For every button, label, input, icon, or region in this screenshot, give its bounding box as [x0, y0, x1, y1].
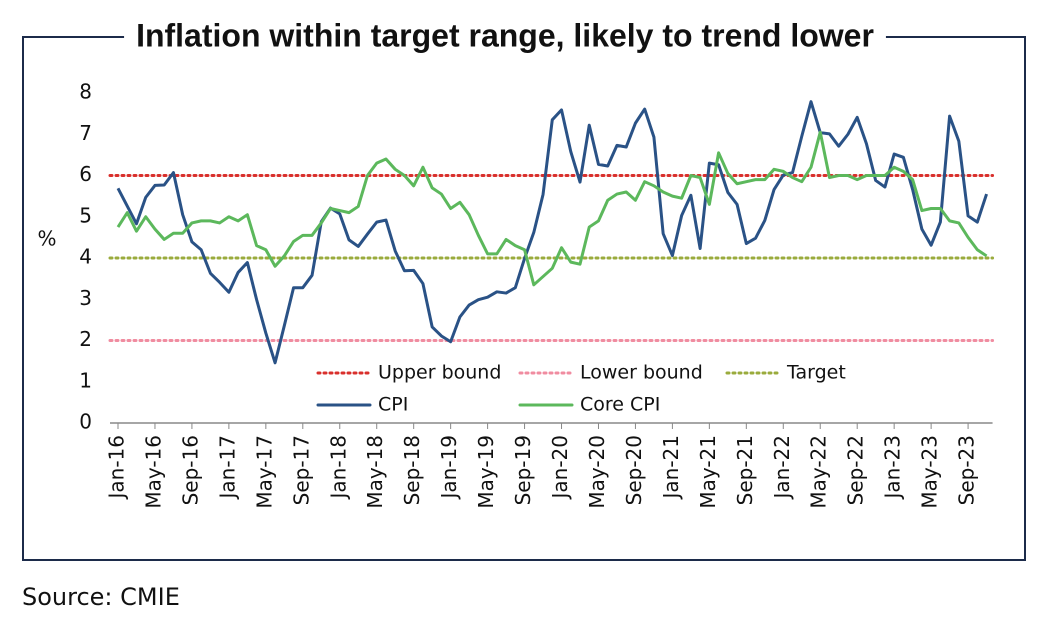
y-tick-label: 6 [79, 162, 92, 186]
data-line [116, 130, 988, 287]
x-tick-label: Jan-23 [881, 435, 905, 501]
x-tick-label: May-17 [252, 435, 276, 509]
x-tick-label: Jan-16 [105, 435, 129, 501]
x-tick-label: Jan-21 [659, 435, 683, 501]
y-tick-label: 4 [79, 245, 92, 269]
x-tick-label: May-22 [807, 435, 831, 509]
x-tick-label: Jan-17 [215, 435, 239, 501]
y-tick-label: 3 [79, 286, 92, 310]
source-note: Source: CMIE [22, 583, 180, 611]
x-tick-label: May-21 [696, 435, 720, 509]
x-tick-label: Jan-19 [437, 435, 461, 501]
y-tick-label: 5 [79, 203, 92, 227]
y-tick-label: 1 [79, 368, 92, 392]
x-tick-label: May-18 [363, 435, 387, 509]
x-tick-label: Sep-22 [844, 435, 868, 505]
x-tick-label: Sep-19 [511, 435, 535, 505]
x-tick-label: May-20 [585, 435, 609, 509]
x-tick-label: May-23 [918, 435, 942, 509]
legend-label: Upper bound [378, 362, 501, 384]
legend-label: Lower bound [580, 362, 703, 384]
y-axis-label: % [37, 227, 56, 251]
x-tick-label: Sep-21 [733, 435, 757, 505]
x-tick-label: Sep-16 [178, 435, 202, 505]
data-line [116, 100, 988, 365]
x-tick-label: May-19 [474, 435, 498, 509]
x-tick-label: Sep-23 [955, 435, 979, 505]
x-tick-label: Sep-20 [622, 435, 646, 505]
y-tick-label: 2 [79, 327, 92, 351]
x-tick-label: Jan-18 [326, 435, 350, 501]
x-tick-label: Jan-20 [548, 435, 572, 501]
x-tick-label: Sep-18 [400, 435, 424, 505]
x-tick-label: Jan-22 [770, 435, 794, 501]
x-tick-label: Sep-17 [289, 435, 313, 505]
legend-label: Target [786, 362, 846, 384]
legend-label: CPI [378, 394, 408, 416]
y-tick-label: 7 [79, 121, 92, 145]
y-tick-label: 8 [79, 80, 92, 104]
chart-title: Inflation within target range, likely to… [136, 17, 874, 53]
legend-label: Core CPI [580, 394, 660, 416]
y-tick-label: 0 [79, 410, 92, 434]
x-tick-label: May-16 [141, 435, 165, 509]
title-background [124, 10, 886, 64]
